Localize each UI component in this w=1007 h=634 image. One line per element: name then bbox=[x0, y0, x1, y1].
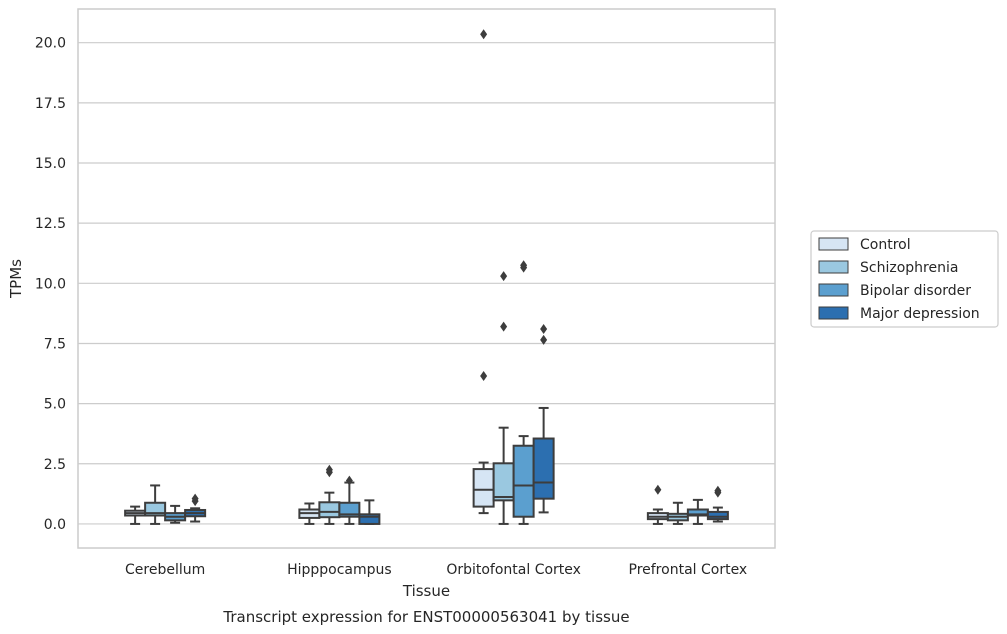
box-schizophrenia-1 bbox=[318, 464, 341, 525]
x-tick-label: Hipppocampus bbox=[287, 562, 392, 578]
x-tick-label: Orbitofontal Cortex bbox=[446, 562, 581, 578]
x-tick-label: Prefrontal Cortex bbox=[629, 562, 748, 578]
box-major-depression-1 bbox=[358, 499, 381, 525]
x-tick-label: Cerebellum bbox=[125, 562, 205, 578]
outlier-point bbox=[191, 493, 199, 504]
x-tick-labels: Cerebellum Hipppocampus Orbitofontal Corte… bbox=[125, 562, 747, 578]
box-iqr bbox=[338, 501, 361, 518]
box-bipolar-disorder-2 bbox=[512, 260, 535, 525]
outlier-point bbox=[325, 464, 333, 475]
legend-swatch bbox=[818, 260, 849, 274]
legend: Control Schizophrenia Bipolar disorder Majo… bbox=[810, 230, 999, 328]
gridlines bbox=[78, 42, 775, 525]
box-iqr bbox=[532, 437, 555, 500]
outlier-point bbox=[540, 334, 548, 345]
box-iqr bbox=[492, 462, 515, 502]
outlier-point bbox=[654, 484, 662, 495]
box-major-depression-2 bbox=[532, 324, 555, 514]
box-schizophrenia-0 bbox=[144, 484, 167, 525]
y-tick-labels: 0.0 2.5 5.0 7.5 10.0 12.5 15.0 17.5 20.0 bbox=[35, 36, 66, 533]
box-iqr bbox=[512, 444, 535, 518]
box-iqr bbox=[472, 468, 495, 508]
box-iqr bbox=[358, 513, 381, 525]
legend-label: Major depression bbox=[860, 306, 980, 322]
legend-frame bbox=[810, 230, 999, 328]
box-bipolar-disorder-3 bbox=[686, 498, 709, 525]
y-tick-label: 0.0 bbox=[44, 517, 66, 533]
box-control-3 bbox=[646, 484, 669, 525]
outlier-point bbox=[520, 260, 528, 271]
legend-label: Schizophrenia bbox=[860, 260, 958, 276]
legend-swatch bbox=[818, 283, 849, 297]
outlier-point bbox=[500, 271, 508, 282]
box-bipolar-disorder-0 bbox=[164, 504, 187, 524]
plot-area-frame bbox=[77, 8, 776, 549]
y-axis-label: TPMs bbox=[7, 259, 25, 299]
legend-label: Control bbox=[860, 237, 911, 253]
legend-swatch bbox=[818, 237, 849, 251]
box-control-0 bbox=[124, 505, 147, 525]
box-bipolar-disorder-1 bbox=[338, 475, 361, 525]
box-schizophrenia-3 bbox=[666, 501, 689, 525]
outlier-point bbox=[480, 29, 488, 40]
y-tick-label: 17.5 bbox=[35, 96, 66, 112]
y-tick-label: 5.0 bbox=[44, 397, 66, 413]
y-tick-label: 15.0 bbox=[35, 156, 66, 172]
y-tick-label: 2.5 bbox=[44, 457, 66, 473]
y-tick-label: 12.5 bbox=[35, 216, 66, 232]
box-iqr bbox=[706, 510, 729, 521]
outlier-point bbox=[345, 475, 353, 486]
legend-swatch bbox=[818, 306, 849, 320]
y-tick-label: 10.0 bbox=[35, 276, 66, 292]
box-major-depression-0 bbox=[184, 493, 207, 523]
box-groups bbox=[124, 29, 729, 525]
outlier-point bbox=[500, 321, 508, 332]
y-tick-label: 7.5 bbox=[44, 336, 66, 352]
outlier-point bbox=[540, 324, 548, 335]
box-iqr bbox=[318, 501, 341, 519]
legend-label: Bipolar disorder bbox=[860, 283, 971, 299]
box-major-depression-3 bbox=[706, 485, 729, 523]
box-schizophrenia-2 bbox=[492, 271, 515, 525]
box-control-2 bbox=[472, 29, 495, 515]
box-control-1 bbox=[298, 502, 321, 525]
outlier-point bbox=[714, 485, 722, 496]
outlier-point bbox=[480, 370, 488, 381]
x-axis-label: Tissue bbox=[402, 582, 450, 600]
chart-caption: Transcript expression for ENST0000056304… bbox=[222, 608, 629, 626]
y-tick-label: 20.0 bbox=[35, 36, 66, 52]
